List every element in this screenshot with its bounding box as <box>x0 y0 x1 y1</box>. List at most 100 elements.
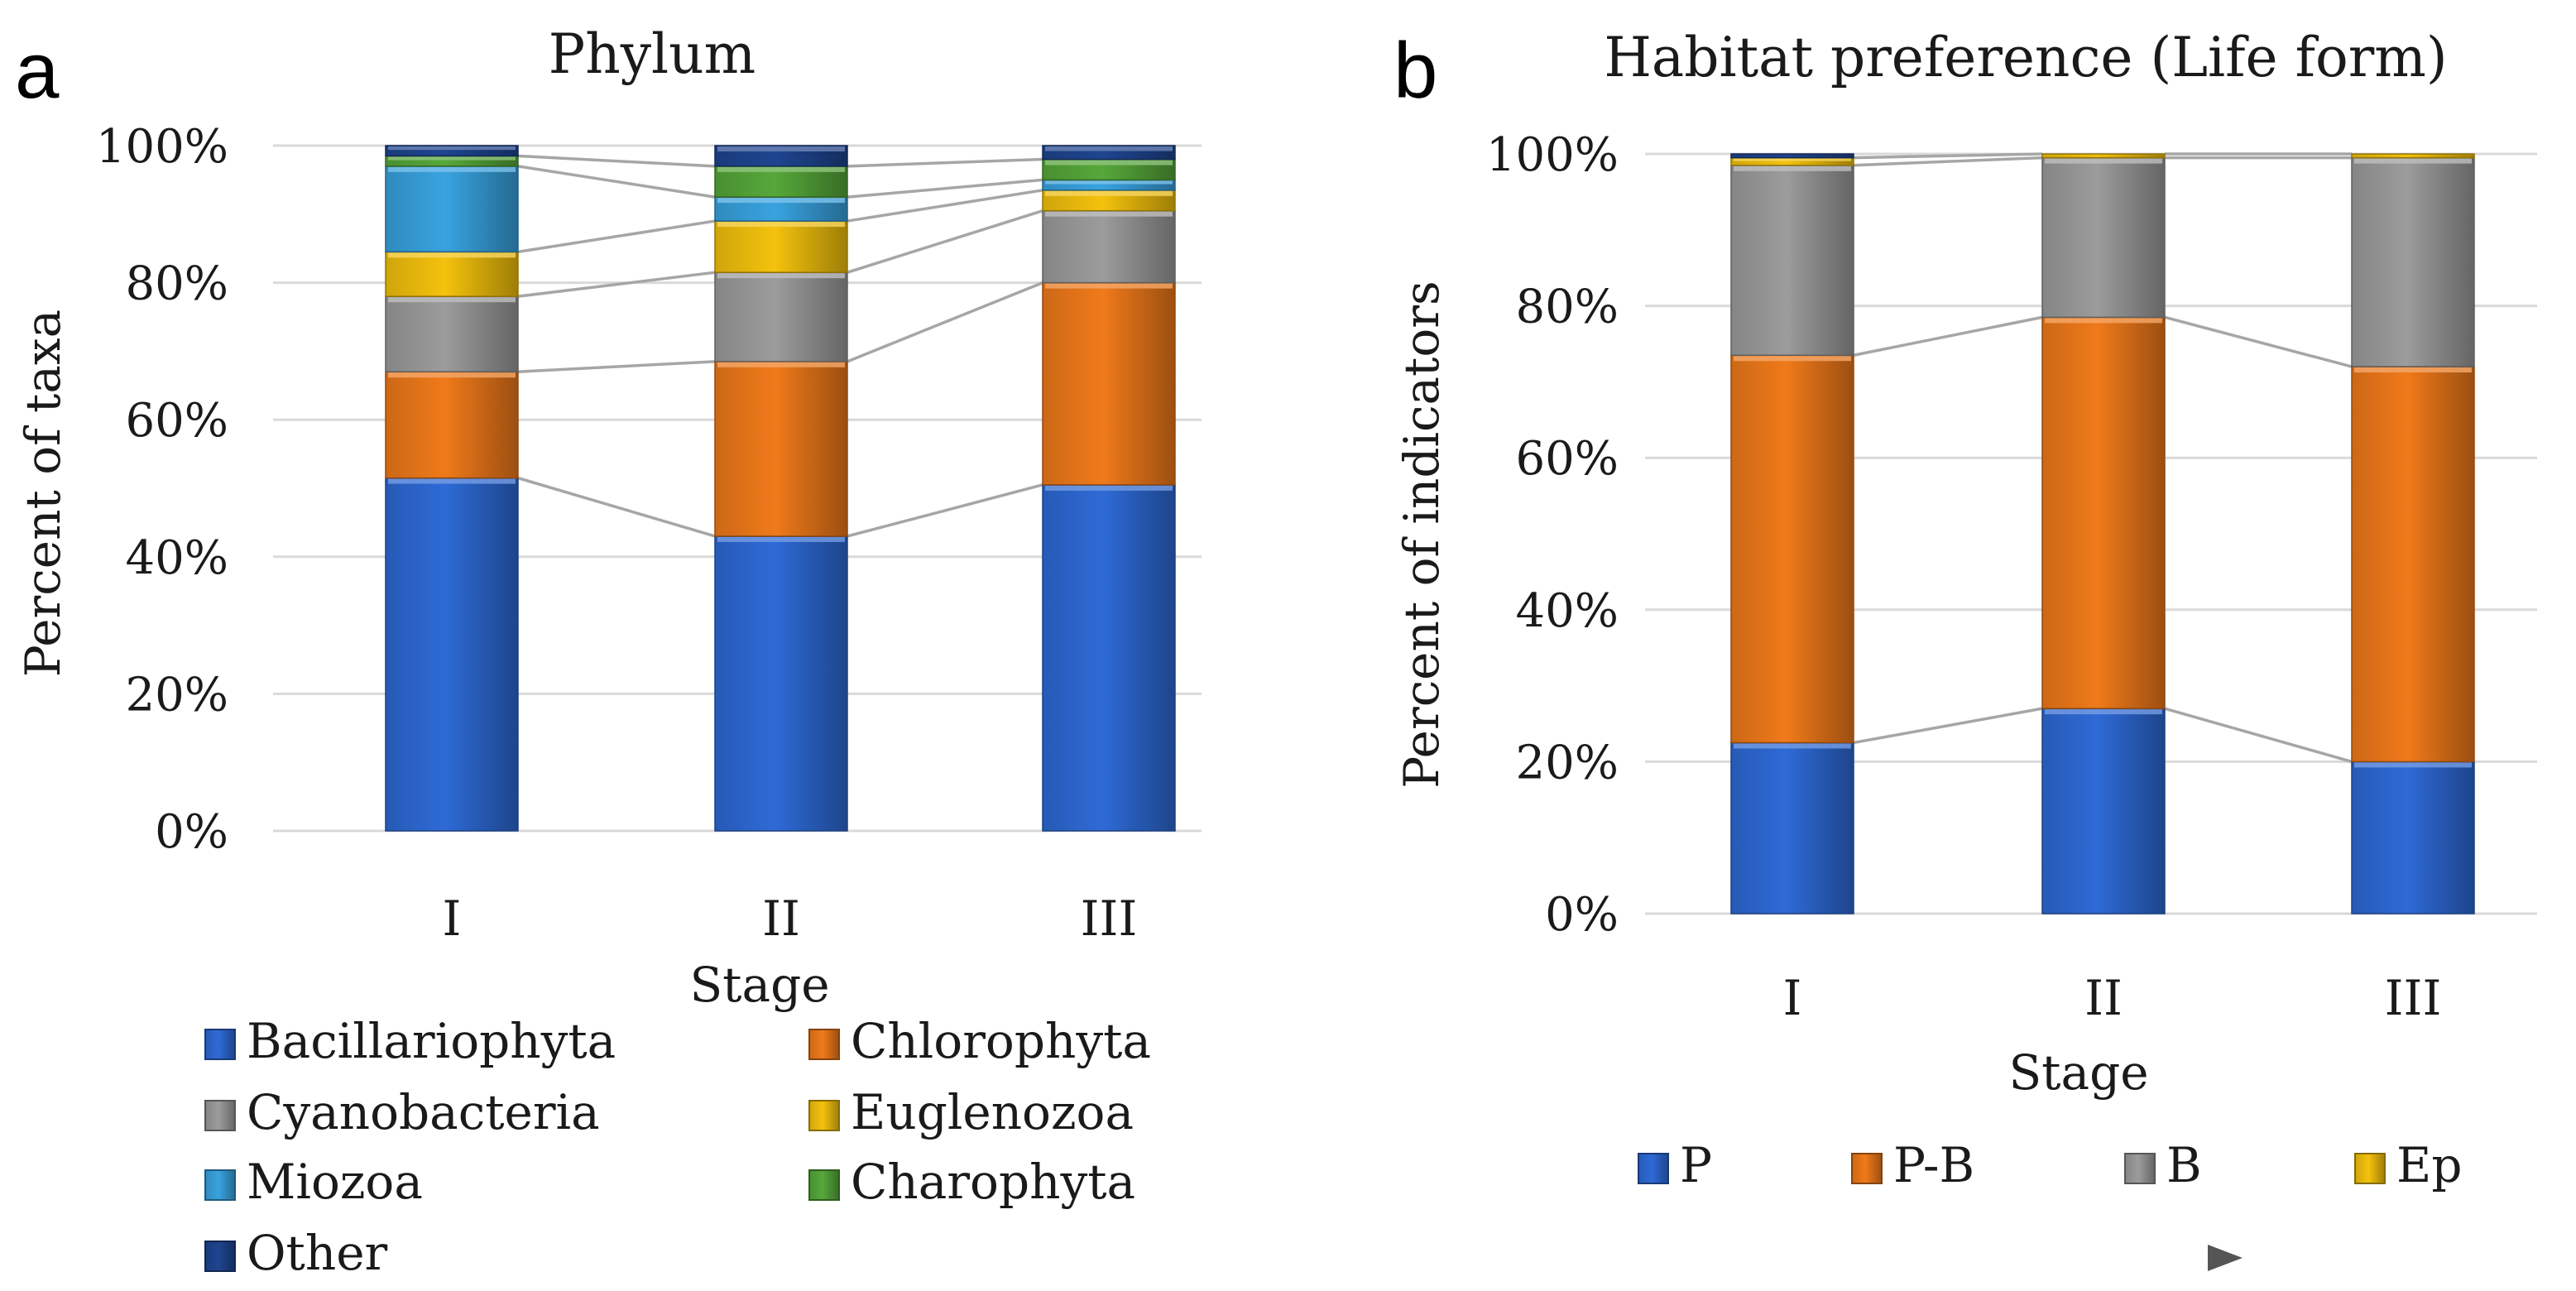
bar-segment-p-i <box>1730 741 1854 914</box>
legend-item-p-b: P-B <box>1851 1137 1974 1193</box>
connector-line-b <box>1853 156 2043 167</box>
legend-swatch-cyanobacteria <box>204 1100 236 1131</box>
legend-item-other: Other <box>204 1225 388 1281</box>
x-tick-label: II <box>762 890 800 947</box>
legend-label-euglenozoa: Euglenozoa <box>851 1084 1134 1140</box>
bar-bevel-miozoa-i <box>388 166 516 172</box>
x-tick-label: II <box>2084 970 2123 1026</box>
bar-segment-miozoa-i <box>385 166 519 253</box>
bar-segment-euglenozoa-ii <box>714 220 848 273</box>
bar-segment-other-i <box>1730 153 1854 159</box>
bar-segment-bacillariophyta-ii <box>714 535 848 832</box>
legend-swatch-charophyta <box>808 1169 840 1201</box>
legend-label-chlorophyta: Chlorophyta <box>851 1013 1151 1069</box>
bar-segment-euglenozoa-i <box>385 251 519 297</box>
panel-b-y-axis-title: Percent of indicators <box>1394 281 1450 789</box>
panel-b-x-ticks: I II III <box>1783 970 2442 1026</box>
legend-label-cyanobacteria: Cyanobacteria <box>247 1084 600 1140</box>
panel-b-connector-lines <box>1853 152 2353 764</box>
connector-line-cyanobacteria <box>847 209 1043 274</box>
legend-swatch-p <box>1638 1153 1669 1184</box>
connector-line-miozoa <box>517 165 716 199</box>
bar-bevel-p-b-i <box>1734 356 1851 362</box>
y-tick-label: 0% <box>1545 888 1619 942</box>
legend-item-cyanobacteria: Cyanobacteria <box>204 1084 600 1140</box>
connector-line-ep <box>1853 152 2043 160</box>
bar-bevel-cyanobacteria-iii <box>1045 211 1173 217</box>
panel-a-label: a <box>15 26 60 115</box>
bar-bevel-other-ii <box>717 146 845 151</box>
panel-b-y-ticks: 0% 20% 40% 60% 80% 100% <box>1486 128 1619 942</box>
connector-line-p-b <box>2164 315 2353 368</box>
panel-b-title: Habitat preference (Life form) <box>1604 26 2447 89</box>
legend-swatch-chlorophyta <box>808 1029 840 1060</box>
legend-label-p: P <box>1680 1137 1712 1193</box>
panel-a-y-ticks: 0% 20% 40% 60% 80% 100% <box>96 120 228 859</box>
panel-b-legend: P P-B B Ep <box>1638 1137 2462 1193</box>
chart-panel-b: b Habitat preference (Life form) Percent… <box>1394 26 2537 1271</box>
bar-bevel-b-i <box>1734 166 1851 171</box>
bar-segment-cyanobacteria-ii <box>714 271 848 362</box>
legend-label-other: Other <box>247 1225 388 1281</box>
y-tick-label: 40% <box>126 531 228 585</box>
panel-b-label: b <box>1394 26 1437 115</box>
connector-line-p-b <box>1853 315 2043 357</box>
legend-label-ep: Ep <box>2396 1137 2462 1193</box>
bar-segment-bacillariophyta-i <box>385 477 519 832</box>
panel-a-y-axis-title: Percent of taxa <box>15 310 71 677</box>
connector-line-p <box>2164 707 2353 764</box>
bar-bevel-miozoa-iii <box>1045 180 1173 185</box>
connector-line-chlorophyta <box>847 281 1043 363</box>
connector-line-chlorophyta <box>517 360 716 373</box>
y-tick-label: 20% <box>126 668 228 722</box>
bar-bevel-p-ii <box>2045 709 2162 715</box>
legend-item-ep: Ep <box>2354 1137 2462 1193</box>
connector-line-miozoa <box>847 178 1043 199</box>
bar-bevel-other-iii <box>1045 146 1173 151</box>
connector-line-euglenozoa <box>517 219 716 254</box>
bar-bevel-p-i <box>1734 743 1851 749</box>
bar-segment-p-iii <box>2351 761 2475 914</box>
bar-bevel-chlorophyta-ii <box>717 362 845 367</box>
panel-a-bars <box>385 145 1176 832</box>
bar-bevel-cyanobacteria-ii <box>717 273 845 279</box>
bar-bevel-chlorophyta-iii <box>1045 283 1173 289</box>
legend-swatch-b <box>2124 1153 2156 1184</box>
bar-bevel-bacillariophyta-i <box>388 478 516 484</box>
legend-item-euglenozoa: Euglenozoa <box>808 1084 1134 1140</box>
x-tick-label: III <box>1081 890 1138 947</box>
bar-segment-ep-iii <box>2351 153 2475 159</box>
connector-line-charophyta <box>517 154 716 168</box>
legend-swatch-miozoa <box>204 1169 236 1201</box>
legend-label-miozoa: Miozoa <box>247 1154 423 1210</box>
x-tick-label: I <box>1783 970 1802 1026</box>
panel-b-bars <box>1730 153 2475 914</box>
bar-segment-b-ii <box>2041 156 2166 319</box>
legend-label-bacillariophyta: Bacillariophyta <box>247 1013 616 1069</box>
bar-bevel-b-iii <box>2354 158 2472 164</box>
bar-bevel-p-iii <box>2354 762 2472 768</box>
legend-item-b: B <box>2124 1137 2202 1193</box>
bar-segment-p-b-iii <box>2351 366 2475 763</box>
legend-label-p-b: P-B <box>1893 1137 1974 1193</box>
legend-label-b: B <box>2166 1137 2202 1193</box>
bar-bevel-bacillariophyta-ii <box>717 536 845 542</box>
legend-item-bacillariophyta: Bacillariophyta <box>204 1013 616 1069</box>
panel-a-connector-lines <box>517 154 1043 538</box>
connector-line-bacillariophyta <box>517 476 716 538</box>
bar-bevel-bacillariophyta-iii <box>1045 485 1173 491</box>
bar-bevel-euglenozoa-ii <box>717 222 845 228</box>
trend-arrow <box>1854 1245 2243 1271</box>
legend-label-charophyta: Charophyta <box>851 1154 1135 1210</box>
y-tick-label: 100% <box>96 120 228 174</box>
x-tick-label: I <box>443 890 462 947</box>
x-tick-label: III <box>2385 970 2442 1026</box>
bar-segment-ep-ii <box>2041 153 2166 159</box>
bar-segment-b-i <box>1730 165 1854 357</box>
bar-bevel-euglenozoa-i <box>388 252 516 258</box>
legend-swatch-p-b <box>1851 1153 1883 1184</box>
bar-segment-chlorophyta-ii <box>714 361 848 537</box>
y-tick-label: 20% <box>1516 736 1619 789</box>
bar-segment-p-ii <box>2041 708 2166 914</box>
